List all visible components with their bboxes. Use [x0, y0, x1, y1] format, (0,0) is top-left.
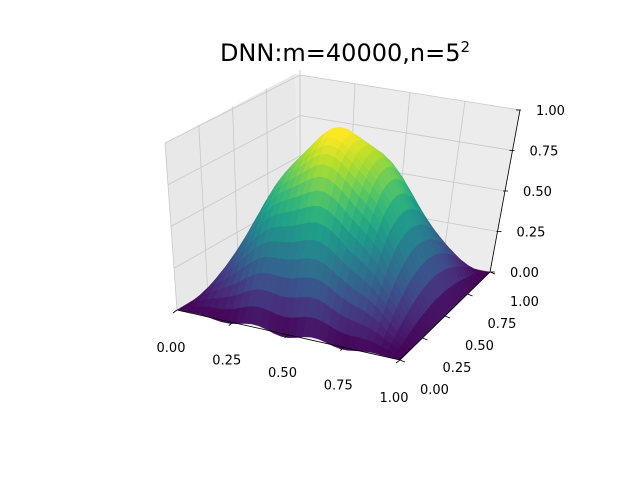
z-tick-label: 0.50 — [523, 185, 552, 200]
chart-title: DNN:m=40000,n=52 — [219, 38, 471, 67]
z-tick-label: 0.25 — [517, 226, 546, 241]
grid-line — [232, 106, 239, 274]
y-tick-label: 0.50 — [465, 339, 494, 354]
y-tick — [467, 293, 473, 297]
grid-line — [299, 115, 513, 151]
surface — [176, 127, 491, 361]
x-tick — [228, 322, 233, 326]
tick-marks: 0.00 0.25 0.50 0.75 1.00 0.00 0.25 0.50 0.75 1.00… — [157, 104, 565, 406]
x-tick — [395, 359, 401, 364]
grid-line — [198, 124, 209, 292]
z-tick-label: 1.00 — [536, 104, 565, 119]
x-tick-label: 0.75 — [324, 379, 353, 394]
y-tick — [399, 359, 406, 363]
grid-line — [299, 74, 521, 111]
grid-line — [167, 115, 301, 186]
y-tick — [444, 315, 451, 319]
y-tick-label: 0.25 — [443, 361, 472, 376]
z-tick-label: 0.75 — [530, 145, 559, 160]
grid-line — [442, 101, 466, 264]
x-tick-label: 0.50 — [268, 366, 297, 381]
z-tick-label: 0.00 — [510, 266, 539, 281]
grid-line — [164, 74, 301, 144]
x-tick — [284, 334, 289, 339]
x-tick — [172, 309, 178, 314]
y-tick-label: 0.75 — [488, 317, 517, 332]
x-tick-label: 1.00 — [380, 391, 409, 406]
y-tick-label: 0.00 — [420, 383, 449, 398]
y-tick — [422, 337, 428, 341]
grid-line — [170, 155, 301, 227]
y-tick-label: 1.00 — [510, 295, 539, 310]
x-tick-label: 0.00 — [157, 341, 186, 356]
x-tick-label: 0.25 — [212, 354, 241, 369]
x-tick — [340, 347, 345, 351]
